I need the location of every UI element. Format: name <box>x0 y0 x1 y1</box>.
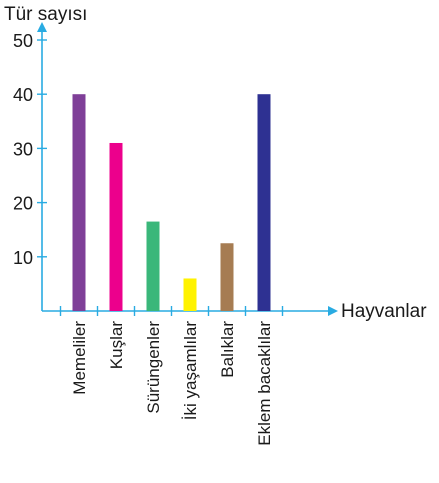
bar <box>220 243 234 311</box>
x-category-label: Kuşlar <box>107 321 126 370</box>
x-axis-title: Hayvanlar <box>341 301 427 322</box>
bar <box>183 278 197 311</box>
y-tick-label: 50 <box>13 31 33 51</box>
bar <box>72 94 86 311</box>
bar <box>146 221 160 311</box>
y-tick-label: 30 <box>13 139 33 159</box>
y-tick-label: 20 <box>13 194 33 214</box>
x-category-label: İki yaşamlılar <box>181 321 200 421</box>
x-category-label: Eklem bacaklılar <box>255 321 274 446</box>
y-axis-arrow <box>37 22 47 32</box>
x-category-label: Sürüngenler <box>144 321 163 414</box>
x-category-label: Memeliler <box>70 321 89 395</box>
bar <box>257 94 271 311</box>
bar <box>109 142 123 311</box>
y-tick-label: 10 <box>13 248 33 268</box>
y-tick-label: 40 <box>13 85 33 105</box>
x-axis-arrow <box>328 306 338 316</box>
x-category-label: Balıklar <box>218 321 237 378</box>
y-axis-title: Tür sayısı <box>4 4 87 25</box>
